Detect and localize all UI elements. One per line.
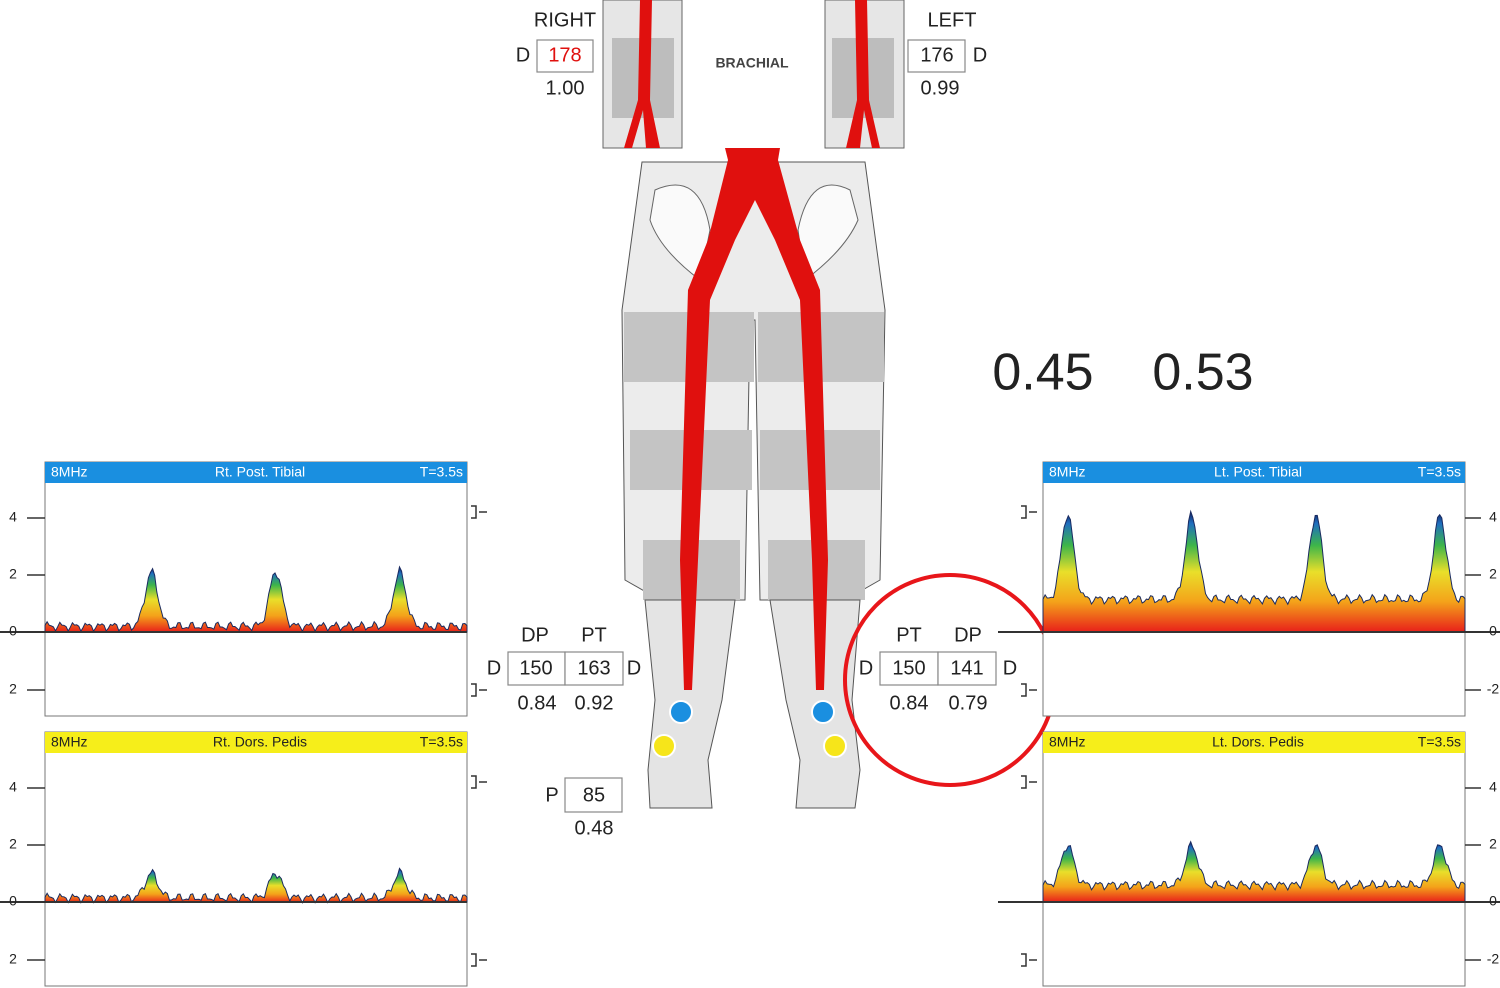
legs-diagram xyxy=(621,148,886,809)
gain-marker xyxy=(1021,683,1037,697)
waveform-panels: 8MHz Rt. Post. Tibial T=3.5s 4 2 0 2 8MHz Rt. Do… xyxy=(0,461,1500,987)
side-label: LEFT xyxy=(928,9,977,31)
frequency: 8MHz xyxy=(51,464,88,480)
ratio: 0.79 xyxy=(949,692,988,714)
gain-marker xyxy=(471,683,487,697)
doppler-waveform xyxy=(1042,840,1466,903)
panel-title: Rt. Post. Tibial xyxy=(215,464,305,480)
gain-marker xyxy=(471,953,487,967)
time: T=3.5s xyxy=(420,734,463,750)
pressure: 176 xyxy=(920,44,953,66)
time: T=3.5s xyxy=(420,464,463,480)
axis-label: 0 xyxy=(1489,623,1497,639)
panel-header xyxy=(1043,462,1465,483)
gain-marker xyxy=(471,505,487,519)
value-box xyxy=(536,39,594,73)
header: PT xyxy=(896,624,922,646)
axis-label: -2 xyxy=(1487,681,1500,697)
axis-label: 2 xyxy=(9,836,17,852)
side-label: RIGHT xyxy=(534,9,596,31)
pt-probe xyxy=(669,700,693,724)
axis-label: 2 xyxy=(9,951,17,967)
panel-header xyxy=(45,462,467,483)
panel-frame xyxy=(1042,731,1466,987)
ratio: 0.92 xyxy=(575,692,614,714)
ratio: 1.00 xyxy=(546,77,585,99)
frequency: 8MHz xyxy=(1049,464,1086,480)
ratio: 0.99 xyxy=(921,77,960,99)
gain-marker xyxy=(1021,505,1037,519)
pressure: 141 xyxy=(950,657,983,679)
letter: P xyxy=(545,784,558,806)
gain-marker xyxy=(1021,775,1037,789)
value-box xyxy=(907,39,966,73)
gain-marker xyxy=(1021,953,1037,967)
doppler-waveform xyxy=(44,867,468,904)
pressure: 85 xyxy=(583,784,605,806)
brachial-label: BRACHIAL xyxy=(715,55,789,71)
letter: D xyxy=(1003,657,1017,679)
header: PT xyxy=(581,624,607,646)
annotation: 0.53 xyxy=(1152,344,1253,402)
axis-label: 4 xyxy=(9,779,17,795)
pressure: 163 xyxy=(577,657,610,679)
axis-label: 0 xyxy=(9,893,17,909)
axis-label: 0 xyxy=(1489,893,1497,909)
gain-marker xyxy=(471,775,487,789)
time: T=3.5s xyxy=(1418,734,1461,750)
axis-label: 2 xyxy=(1489,836,1497,852)
axis-label: 4 xyxy=(1489,509,1497,525)
value-box xyxy=(879,651,939,686)
header: DP xyxy=(954,624,982,646)
frequency: 8MHz xyxy=(1049,734,1086,750)
doppler-waveform xyxy=(44,565,468,633)
header: DP xyxy=(521,624,549,646)
value-box xyxy=(564,651,624,686)
pressure: 150 xyxy=(519,657,552,679)
axis-label: 2 xyxy=(9,566,17,582)
arms xyxy=(602,0,905,149)
time: T=3.5s xyxy=(1418,464,1461,480)
panel-frame xyxy=(44,731,468,987)
axis-label: 0 xyxy=(9,623,17,639)
value-box xyxy=(564,777,623,813)
panel-title: Lt. Post. Tibial xyxy=(1214,464,1302,480)
panel-frame xyxy=(1042,461,1466,717)
axis-label: 2 xyxy=(1489,566,1497,582)
pressure: 178 xyxy=(548,44,581,66)
ratio: 0.84 xyxy=(890,692,929,714)
axis-label: -2 xyxy=(1487,951,1500,967)
panel-header xyxy=(1043,732,1465,753)
axis-label: 4 xyxy=(1489,779,1497,795)
annotation: 0.45 xyxy=(992,344,1093,402)
letter: D xyxy=(627,657,641,679)
ratio: 0.48 xyxy=(575,817,614,839)
panel-title: Lt. Dors. Pedis xyxy=(1212,734,1304,750)
value-box xyxy=(937,651,997,686)
letter: D xyxy=(516,44,530,66)
pt-probe xyxy=(811,700,835,724)
ratio: 0.84 xyxy=(518,692,557,714)
letter: D xyxy=(487,657,501,679)
value-box xyxy=(507,651,566,686)
dp-probe xyxy=(823,734,847,758)
dp-probe xyxy=(652,734,676,758)
axis-label: 2 xyxy=(9,681,17,697)
letter: D xyxy=(859,657,873,679)
panel-header xyxy=(45,732,467,753)
axis-label: 4 xyxy=(9,509,17,525)
frequency: 8MHz xyxy=(51,734,88,750)
doppler-waveform xyxy=(1042,509,1466,633)
pressure: 150 xyxy=(892,657,925,679)
panel-title: Rt. Dors. Pedis xyxy=(213,734,307,750)
letter: D xyxy=(973,44,987,66)
